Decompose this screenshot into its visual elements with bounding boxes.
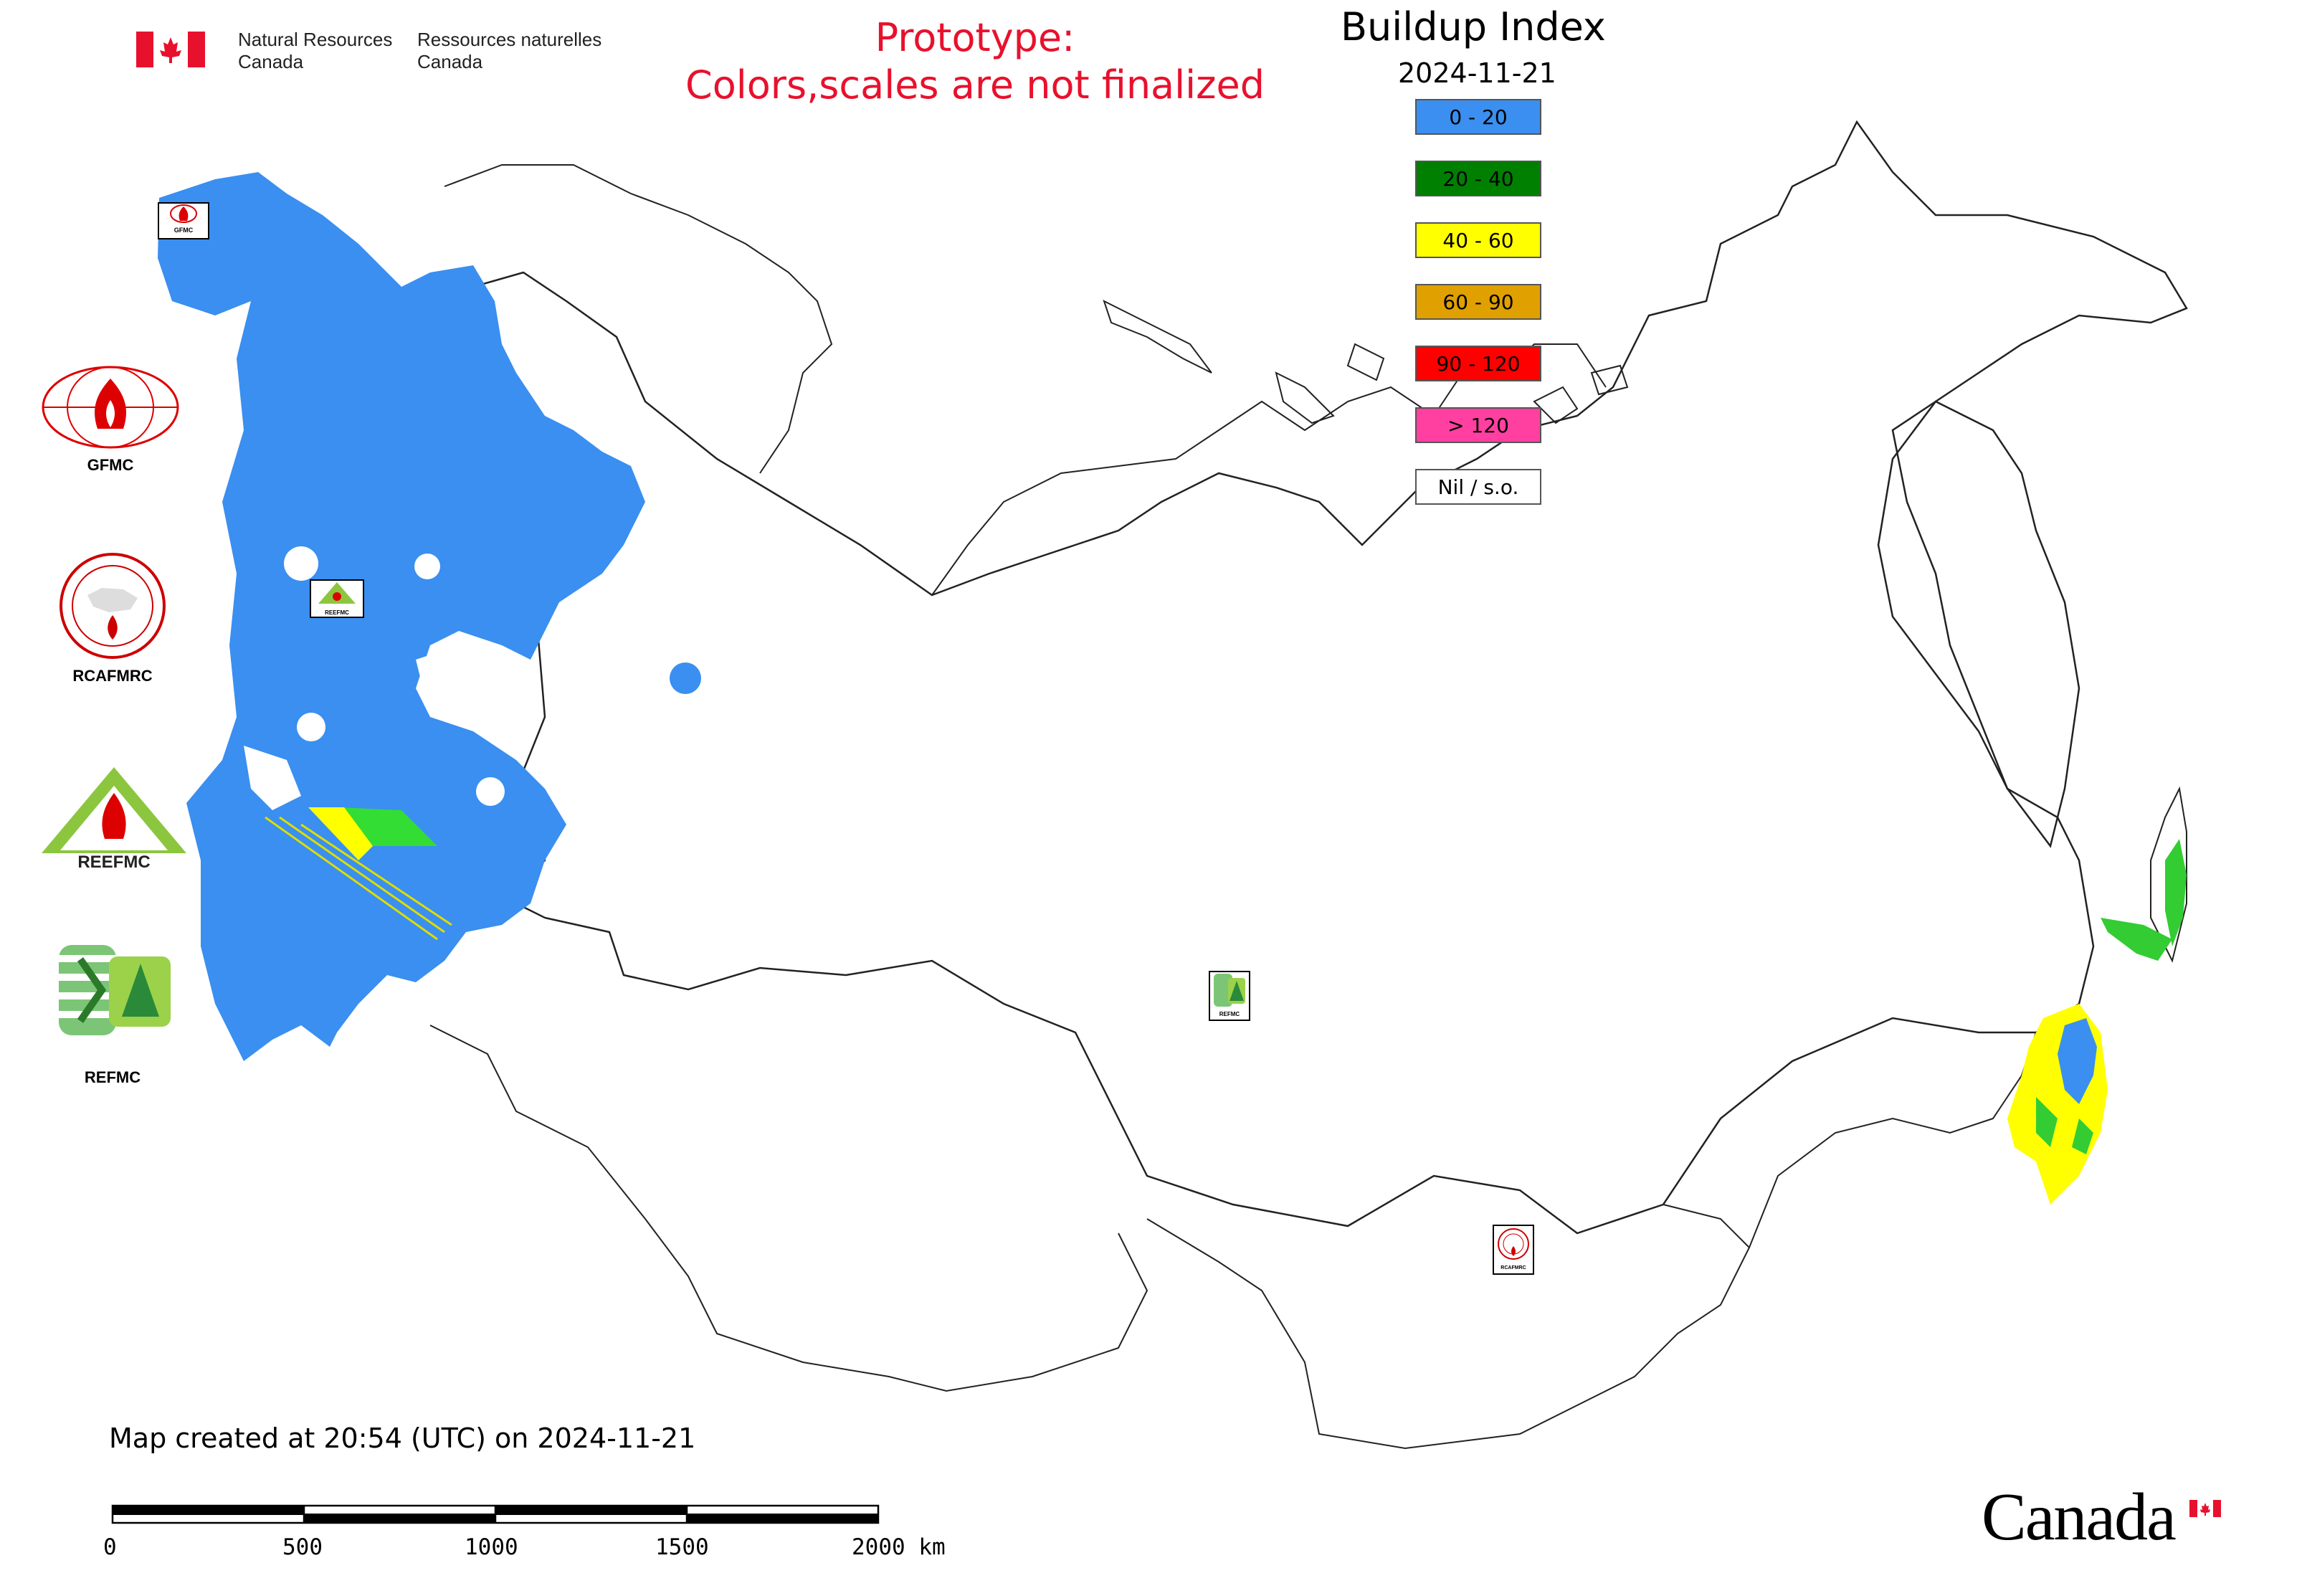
- legend-item-90-120: 90 - 120: [1415, 346, 1541, 381]
- map-marker-rcafmrc: RCAFMRC: [1493, 1225, 1534, 1275]
- legend-item-nil: Nil / s.o.: [1415, 469, 1541, 505]
- fwi-hole: [476, 777, 505, 806]
- mongolia-border: [1146, 1204, 1751, 1450]
- legend-item-40-60: 40 - 60: [1415, 222, 1541, 258]
- scale-tick-0: 0: [103, 1534, 117, 1560]
- new-siberian-islands: [1533, 364, 1629, 424]
- russia-outline: [250, 120, 2188, 1235]
- agency-name-fr: Ressources naturelles Canada: [417, 29, 602, 72]
- legend-item-60-90: 60 - 90: [1415, 284, 1541, 320]
- fwi-area-lower-amur: [2101, 918, 2172, 961]
- kamchatka-outline: [1877, 400, 2080, 848]
- fwi-hole: [284, 546, 318, 581]
- canada-flag-icon: [136, 32, 205, 67]
- scandinavia-outline: [444, 164, 833, 474]
- rcafmrc-logo: [59, 552, 166, 660]
- scale-bar: [111, 1504, 880, 1524]
- sakhalin-outline: [2150, 786, 2187, 963]
- legend-item-over-120: > 120: [1415, 407, 1541, 443]
- rcafmrc-label: RCAFMRC: [72, 667, 153, 685]
- scale-tick-1500: 1500: [655, 1534, 709, 1560]
- fwi-hole: [297, 713, 325, 741]
- fwi-area-yellow: [308, 807, 373, 860]
- legend-item-20-40: 20 - 40: [1415, 161, 1541, 196]
- canada-wordmark-flag-icon: [2189, 1500, 2221, 1517]
- map-created-timestamp: Map created at 20:54 (UTC) on 2024-11-21: [109, 1422, 696, 1454]
- agency-name-en: Natural Resources Canada: [238, 29, 393, 72]
- gfmc-logo: [40, 364, 181, 450]
- fwi-area-far-east-blue: [2058, 1018, 2097, 1104]
- severnaya-zemlya: [1275, 343, 1385, 424]
- scale-tick-500: 500: [282, 1534, 323, 1560]
- map-title: Buildup Index: [1341, 4, 1606, 49]
- map-marker-gfmc: GFMC: [158, 202, 209, 239]
- svg-text:REEFMC: REEFMC: [77, 852, 150, 872]
- fwi-area-far-east-green: [2036, 1097, 2093, 1154]
- refmc-label: REFMC: [84, 1068, 141, 1086]
- caspian-hole: [416, 645, 516, 724]
- fwi-hole: [414, 554, 440, 579]
- fwi-area-0-20: [158, 172, 645, 1061]
- fwi-area-sakhalin: [2165, 839, 2187, 946]
- fwi-area-far-east-yellow: [2007, 1004, 2108, 1205]
- fwi-area-green: [337, 807, 437, 846]
- china-border: [1749, 1032, 2037, 1248]
- legend-item-0-20: 0 - 20: [1415, 99, 1541, 135]
- map-date: 2024-11-21: [1398, 57, 1556, 89]
- reefmc-logo: REEFMC: [39, 764, 189, 872]
- map-marker-reefmc: REEFMC: [310, 579, 364, 618]
- refmc-logo: [59, 945, 171, 1035]
- fwi-spot: [670, 662, 701, 694]
- canada-wordmark: Canada: [1982, 1480, 2177, 1554]
- kazakhstan-border: [429, 1025, 1148, 1392]
- prototype-notice: Prototype: Colors,scales are not finaliz…: [685, 15, 1265, 108]
- fwi-stripes: [265, 816, 452, 941]
- black-sea: [244, 746, 301, 810]
- novaya-zemlya: [1103, 300, 1212, 374]
- scale-tick-1000: 1000: [465, 1534, 518, 1560]
- map-marker-refmc: REFMC: [1209, 971, 1250, 1021]
- scale-tick-2000: 2000 km: [852, 1534, 946, 1560]
- gfmc-label: GFMC: [87, 456, 134, 474]
